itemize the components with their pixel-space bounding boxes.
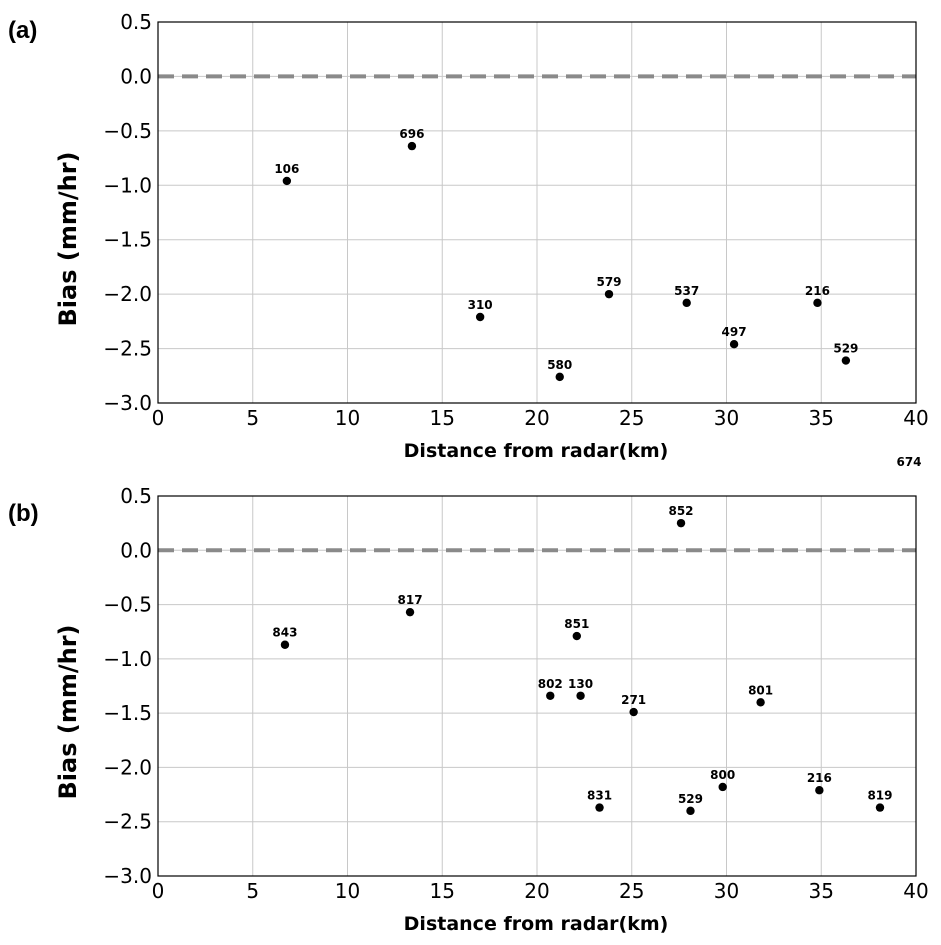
y-tick-label-0: 0.5 (120, 10, 152, 34)
chart-panel-b: (b) 0.5 0.0 −0.5 −1.0 −1.5 −2.0 −2.5 −3.0 0 5 10 1… (8, 484, 929, 935)
data-label-801: 801 (748, 683, 773, 697)
x-axis-label-a: Distance from radar(km) (404, 440, 669, 462)
x-tick-label-6: 30 (714, 406, 739, 430)
data-point-843 (280, 640, 290, 649)
x-tick-label-5: 25 (619, 879, 644, 903)
data-label-216: 216 (807, 771, 832, 785)
y-tick-label-1: 0.0 (120, 64, 152, 88)
data-label-696: 696 (399, 127, 424, 141)
data-label-851: 851 (564, 617, 589, 631)
chart-panel-a: (a) 0.5 0.0 −0.5 −1.0 −1.5 −2.0 −2.5 −3.0 0 5 10 1… (8, 10, 929, 469)
x-tick-labels-b: 0 5 10 15 20 25 30 35 40 (152, 879, 929, 903)
data-point-216 (815, 786, 824, 795)
x-tick-label-3: 15 (430, 879, 455, 903)
data-label-800: 800 (710, 768, 735, 782)
data-point-802 (546, 691, 555, 700)
y-tick-label-6: −2.5 (103, 337, 152, 361)
data-point-831 (595, 803, 604, 812)
data-points-b: 843 817 802 851 130 831 271 852 529 800 801 216 819 (272, 504, 893, 816)
x-tick-label-3: 15 (430, 406, 455, 430)
y-tick-label-1: 0.0 (120, 538, 152, 562)
x-tick-label-8: 40 (903, 406, 928, 430)
data-point-106 (282, 176, 292, 186)
x-tick-label-7: 35 (809, 879, 834, 903)
x-tick-labels-a: 0 5 10 15 20 25 30 35 40 (152, 406, 929, 430)
y-tick-label-5: −2.0 (103, 755, 152, 779)
x-tick-label-0: 0 (152, 879, 165, 903)
data-point-800 (718, 782, 727, 792)
x-tick-label-6: 30 (714, 879, 739, 903)
x-tick-label-5: 25 (619, 406, 644, 430)
y-axis-label-a: Bias (mm/hr) (54, 152, 82, 327)
data-label-802: 802 (538, 677, 563, 691)
data-label-579: 579 (596, 275, 621, 289)
data-point-817 (405, 607, 415, 617)
y-tick-label-3: −1.0 (103, 647, 152, 671)
data-point-851 (572, 631, 581, 641)
x-tick-label-8: 40 (903, 879, 928, 903)
data-label-529: 529 (678, 792, 703, 806)
data-point-529 (841, 356, 851, 365)
x-tick-label-1: 5 (246, 406, 259, 430)
x-tick-label-2: 10 (335, 879, 360, 903)
data-point-696 (407, 141, 417, 151)
y-tick-label-3: −1.0 (103, 173, 152, 197)
x-axis-label-b: Distance from radar(km) (404, 913, 669, 935)
data-label-843: 843 (272, 626, 297, 640)
y-axis-label-b: Bias (mm/hr) (54, 625, 82, 800)
x-tick-label-0: 0 (152, 406, 165, 430)
data-point-529 (686, 806, 695, 816)
data-label-497: 497 (722, 325, 747, 339)
data-points-a: 106 696 310 580 579 537 497 216 529 (274, 127, 858, 382)
x-tick-label-4: 20 (524, 879, 549, 903)
y-tick-label-7: −3.0 (103, 391, 152, 415)
data-point-130 (576, 691, 585, 700)
x-tick-label-1: 5 (246, 879, 259, 903)
data-point-580 (555, 372, 564, 382)
data-label-852: 852 (668, 504, 693, 518)
y-tick-labels-b: 0.5 0.0 −0.5 −1.0 −1.5 −2.0 −2.5 −3.0 (103, 484, 152, 888)
data-label-130: 130 (568, 677, 593, 691)
stray-annotation-674: 674 (896, 455, 921, 469)
data-point-579 (604, 289, 614, 299)
y-tick-label-7: −3.0 (103, 864, 152, 888)
data-label-529: 529 (833, 342, 858, 356)
y-tick-label-0: 0.5 (120, 484, 152, 508)
y-tick-label-6: −2.5 (103, 810, 152, 834)
data-point-216 (813, 298, 822, 308)
panel-label-b: (b) (8, 500, 39, 527)
data-point-852 (676, 518, 686, 528)
data-point-271 (629, 707, 638, 717)
x-tick-label-7: 35 (809, 406, 834, 430)
y-tick-label-2: −0.5 (103, 119, 152, 143)
plot-frame-a (157, 21, 917, 404)
data-label-819: 819 (867, 789, 892, 803)
data-label-580: 580 (547, 358, 572, 372)
y-tick-label-2: −0.5 (103, 593, 152, 617)
y-tick-label-5: −2.0 (103, 282, 152, 306)
data-point-801 (756, 698, 765, 707)
data-label-216: 216 (805, 284, 830, 298)
data-point-819 (875, 803, 885, 812)
data-point-310 (475, 312, 485, 322)
data-label-271: 271 (621, 693, 646, 707)
data-point-537 (682, 298, 691, 308)
plot-frame-b (157, 495, 917, 877)
x-tick-label-2: 10 (335, 406, 360, 430)
panel-label-a: (a) (8, 17, 37, 44)
data-label-817: 817 (398, 593, 423, 607)
y-tick-labels-a: 0.5 0.0 −0.5 −1.0 −1.5 −2.0 −2.5 −3.0 (103, 10, 152, 415)
y-tick-label-4: −1.5 (103, 701, 152, 725)
data-label-537: 537 (674, 284, 699, 298)
data-point-497 (729, 340, 739, 349)
data-label-310: 310 (468, 298, 493, 312)
x-tick-label-4: 20 (524, 406, 549, 430)
data-label-106: 106 (274, 162, 299, 176)
data-label-831: 831 (587, 789, 612, 803)
y-tick-label-4: −1.5 (103, 228, 152, 252)
